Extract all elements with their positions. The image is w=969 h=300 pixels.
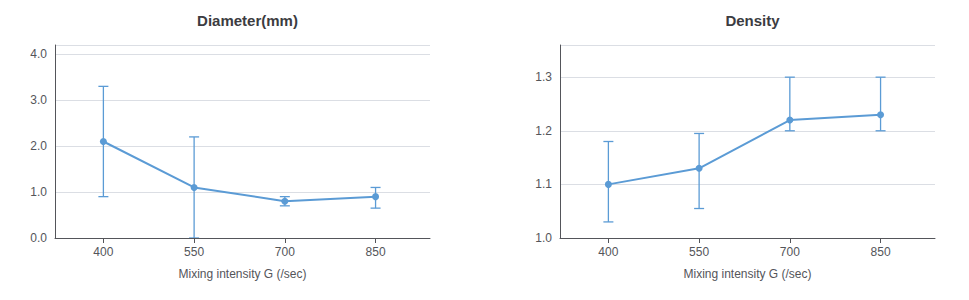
svg-text:400: 400 [598,245,618,259]
svg-text:Mixing intensity G (/sec): Mixing intensity G (/sec) [178,267,306,281]
svg-text:1.2: 1.2 [535,124,552,138]
svg-text:400: 400 [93,245,113,259]
svg-text:2.0: 2.0 [30,139,47,153]
svg-text:850: 850 [366,245,386,259]
svg-text:Diameter(mm): Diameter(mm) [197,12,298,29]
svg-text:4.0: 4.0 [30,47,47,61]
svg-text:700: 700 [780,245,800,259]
svg-text:850: 850 [871,245,891,259]
svg-text:1.0: 1.0 [535,231,552,245]
svg-text:1.0: 1.0 [30,185,47,199]
svg-text:1.1: 1.1 [535,177,552,191]
svg-text:3.0: 3.0 [30,93,47,107]
svg-text:1.3: 1.3 [535,70,552,84]
svg-text:550: 550 [184,245,204,259]
svg-text:700: 700 [275,245,295,259]
svg-text:0.0: 0.0 [30,231,47,245]
svg-text:Mixing intensity G (/sec): Mixing intensity G (/sec) [683,267,811,281]
svg-text:550: 550 [689,245,709,259]
svg-text:Density: Density [725,12,780,29]
